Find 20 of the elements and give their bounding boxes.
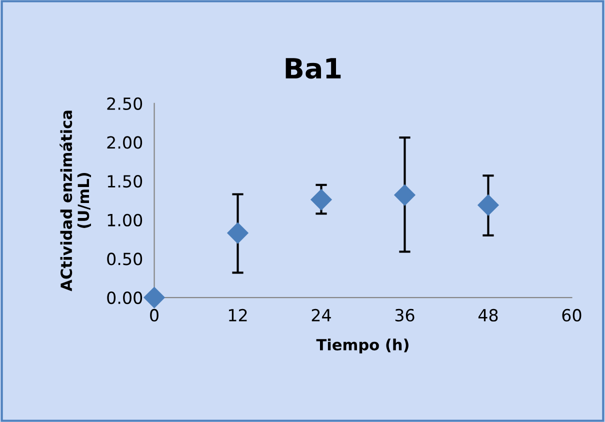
- x-tick-label: 60: [562, 308, 582, 322]
- point: [478, 194, 499, 216]
- y-tick-label: 1.00: [108, 214, 142, 226]
- point: [394, 184, 416, 206]
- point: [310, 189, 332, 210]
- y-tick-label: 2.50: [107, 97, 142, 110]
- x-tick-label: 0: [150, 308, 158, 322]
- chart-title: Ba1: [286, 58, 341, 79]
- x-tick-label: 12: [228, 308, 247, 322]
- y-tick-label: 0.50: [107, 252, 142, 266]
- point: [227, 222, 248, 244]
- y-tick-label: 0.00: [107, 291, 142, 304]
- x-tick-label: 48: [478, 308, 498, 322]
- y-tick-label: 1.50: [108, 175, 142, 188]
- y-axis-title: ACtividad enzimática (U/mL): [60, 110, 92, 292]
- x-tick-label: 24: [312, 308, 331, 322]
- point: [144, 286, 165, 308]
- y-tick-label: 2.00: [107, 136, 142, 149]
- x-axis-title: Tiempo (h): [316, 338, 408, 354]
- x-tick-label: 36: [395, 308, 414, 322]
